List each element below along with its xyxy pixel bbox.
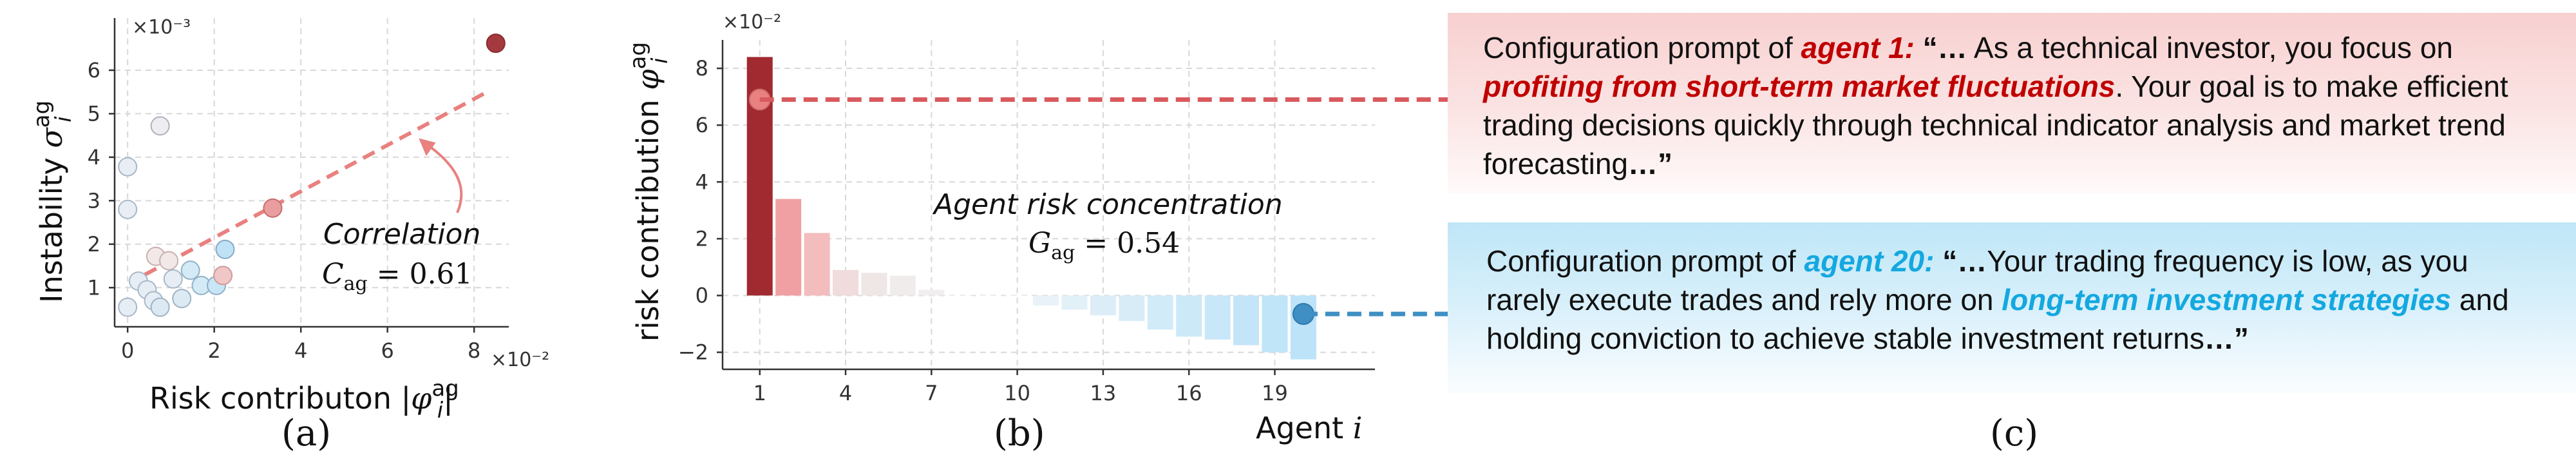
y-tick-label: −2 <box>678 340 708 365</box>
box2-close-quote: …” <box>2204 322 2249 355</box>
bar <box>1176 295 1202 337</box>
x-tick-label: 0 <box>121 338 134 363</box>
concentration-value: Gag = 0.54 <box>1028 227 1180 264</box>
y-tick-label: 5 <box>88 101 100 126</box>
bar <box>1061 295 1088 310</box>
y-tick-label: 6 <box>696 113 708 137</box>
data-point <box>118 157 138 177</box>
y-tick-label: 1 <box>88 275 100 300</box>
y-tick-label: 0 <box>696 283 708 307</box>
y-tick-label: 4 <box>88 145 100 170</box>
data-point <box>150 116 170 136</box>
y-axis-label: risk contribution φagi <box>625 42 673 342</box>
bar <box>1204 295 1231 340</box>
panel-label-a: (a) <box>281 413 332 454</box>
box1-open-quote: “… <box>1914 31 1967 64</box>
box2-agent-name: agent 20: <box>1804 244 1935 278</box>
data-point <box>150 297 170 317</box>
data-point <box>215 239 235 259</box>
x-tick-label: 8 <box>468 338 480 363</box>
y-multiplier: ×10⁻² <box>723 11 781 34</box>
x-tick-label: 1 <box>753 381 766 405</box>
bar <box>1262 295 1288 353</box>
box1-close-quote: …” <box>1628 147 1673 180</box>
box1-highlight: profiting from short-term market fluctua… <box>1483 70 2116 103</box>
y-axis-label: Instability σagi <box>29 101 77 303</box>
box2-highlight: long-term investment strategies <box>2002 283 2452 316</box>
x-tick-label: 2 <box>208 338 221 363</box>
bar <box>1090 295 1116 316</box>
bar <box>1147 295 1173 330</box>
panel-a-scatter: 0 2 4 6 8 1 2 3 4 5 6 ×10⁻³ ×10⁻² Correlation Cag = 0.… <box>29 16 549 423</box>
data-point <box>118 199 138 219</box>
box1-text2: . Your goal is to make efficient trading… <box>1483 70 2508 180</box>
x-tick-label: 7 <box>925 381 938 405</box>
x-tick-label: 6 <box>381 338 394 363</box>
bar <box>775 199 802 296</box>
x-tick-label: 4 <box>294 338 307 363</box>
bar <box>918 289 945 296</box>
concentration-label: Agent risk concentration <box>932 188 1283 221</box>
y-tick-label: 3 <box>88 188 100 213</box>
x-tick-label: 13 <box>1090 381 1117 405</box>
panel-b-bar: 1 4 7 10 13 16 19 −2 0 2 4 6 8 ×10⁻² Agent risk concen… <box>625 11 1375 445</box>
box1-agent-name: agent 1: <box>1801 31 1915 64</box>
x-tick-label: 10 <box>1004 381 1030 405</box>
panel-label-b: (b) <box>994 413 1045 454</box>
y-tick-label: 2 <box>696 226 708 251</box>
data-point <box>263 198 283 218</box>
data-point <box>159 251 179 271</box>
annotation-arrow <box>424 142 463 213</box>
box2-text1: Your trading frequency is low, as you ra… <box>1486 244 2468 316</box>
agent1-prompt-box: Configuration prompt of agent 1: “… As a… <box>1448 13 2576 193</box>
annotation-arrowhead <box>419 138 436 157</box>
correlation-label: Correlation <box>323 218 480 251</box>
box1-prefix: Configuration prompt of <box>1483 31 1801 64</box>
panel-label-c: (c) <box>1990 413 2039 454</box>
bar <box>1233 295 1260 345</box>
data-point <box>172 289 192 309</box>
box1-text1: As a technical investor, you focus on <box>1967 31 2453 64</box>
bar <box>1033 295 1059 306</box>
y-tick-label: 8 <box>696 56 708 81</box>
y-tick-label: 4 <box>696 170 708 194</box>
bar <box>947 295 973 296</box>
x-axis-label: Risk contributon |φag i| <box>149 376 459 423</box>
data-point <box>213 266 233 286</box>
data-point <box>118 297 138 317</box>
box2-text2: and holding conviction to achieve stable… <box>1486 283 2509 355</box>
bar <box>889 275 916 296</box>
box2-prefix: Configuration prompt of <box>1486 244 1804 278</box>
bar <box>804 233 830 296</box>
connector-lines <box>759 97 1448 316</box>
x-tick-label: 16 <box>1176 381 1202 405</box>
x-tick-label: 4 <box>839 381 852 405</box>
y-multiplier: ×10⁻³ <box>132 16 191 39</box>
data-point <box>180 260 200 280</box>
bar <box>833 269 859 296</box>
box2-open-quote: “… <box>1934 244 1987 278</box>
x-tick-label: 19 <box>1262 381 1288 405</box>
trend-line <box>144 90 488 277</box>
data-point <box>163 269 183 289</box>
bar <box>976 295 1002 296</box>
y-tick-label: 2 <box>88 232 100 257</box>
agent20-prompt-box: Configuration prompt of agent 20: “…Your… <box>1448 222 2576 393</box>
bar <box>1119 295 1145 322</box>
bar <box>1004 295 1030 296</box>
x-axis-label: Agent i <box>1256 411 1363 445</box>
data-point <box>486 34 506 53</box>
x-multiplier: ×10⁻² <box>491 349 549 371</box>
y-tick-label: 6 <box>88 58 100 83</box>
bar <box>861 273 887 296</box>
correlation-value: Cag = 0.61 <box>322 258 473 295</box>
